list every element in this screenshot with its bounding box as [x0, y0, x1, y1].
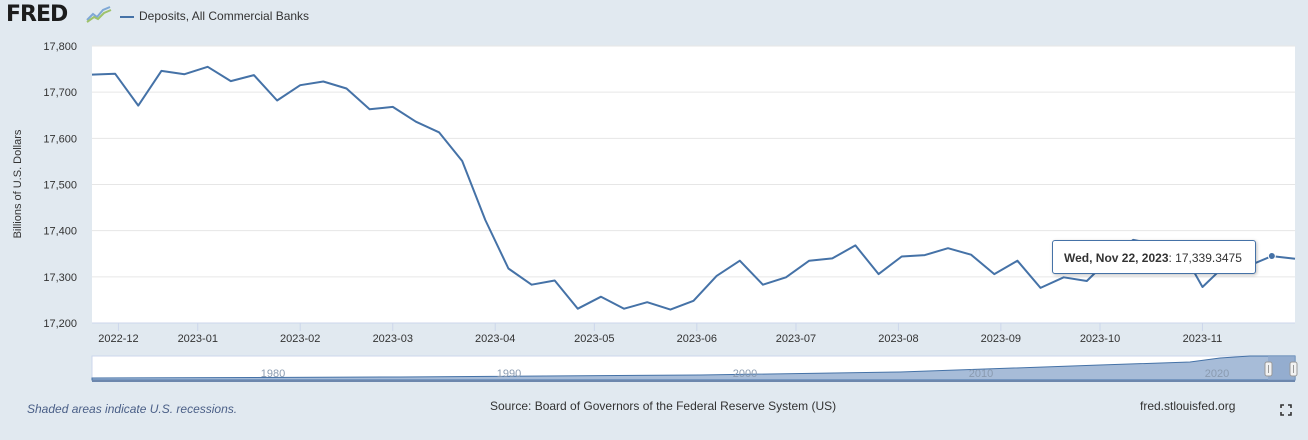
recession-note: Shaded areas indicate U.S. recessions. [27, 402, 238, 416]
legend-swatch [120, 16, 134, 18]
data-point[interactable] [760, 282, 766, 288]
tooltip: Wed, Nov 22, 2023: 17,339.3475 [1052, 240, 1256, 274]
data-point[interactable] [459, 158, 465, 164]
data-point[interactable] [829, 255, 835, 261]
data-point[interactable] [135, 103, 141, 109]
data-point[interactable] [89, 72, 95, 78]
data-point[interactable] [274, 97, 280, 103]
data-point[interactable] [320, 79, 326, 85]
data-point[interactable] [112, 71, 118, 77]
data-point[interactable] [644, 299, 650, 305]
data-point[interactable] [1199, 284, 1205, 290]
x-tick-label: 2023-04 [475, 333, 515, 345]
data-point[interactable] [158, 68, 164, 74]
x-tick-label: 2023-02 [280, 333, 320, 345]
y-tick-label: 17,500 [43, 180, 77, 192]
gridlines [92, 45, 1295, 278]
navigator-year-label: 2010 [969, 368, 993, 380]
y-axis-ticks: 17,200 17,300 17,400 17,500 17,600 17,700 17,8… [43, 41, 77, 330]
data-point[interactable] [482, 217, 488, 223]
data-point[interactable] [251, 72, 257, 78]
hover-marker [1267, 252, 1276, 261]
data-point[interactable] [413, 119, 419, 125]
data-point[interactable] [714, 273, 720, 279]
data-point[interactable] [852, 242, 858, 248]
data-point[interactable] [205, 64, 211, 70]
fullscreen-icon[interactable] [1280, 404, 1292, 416]
navigator-year-label: 2020 [1205, 368, 1229, 380]
y-tick-label: 17,300 [43, 272, 77, 284]
data-point[interactable] [737, 258, 743, 264]
data-point[interactable] [783, 274, 789, 280]
data-point[interactable] [945, 245, 951, 251]
data-point[interactable] [1061, 274, 1067, 280]
x-tick-label: 2023-03 [373, 333, 413, 345]
y-tick-label: 17,400 [43, 226, 77, 238]
x-axis-ticks: 2022-12 2023-01 2023-02 2023-03 2023-04 2023-… [98, 323, 1222, 345]
data-point[interactable] [991, 271, 997, 277]
navigator-year-labels: 1980 1990 2000 2010 2020 [261, 368, 1229, 380]
x-tick-label: 2023-06 [677, 333, 717, 345]
data-point[interactable] [621, 306, 627, 312]
x-tick-label: 2023-09 [981, 333, 1021, 345]
data-point[interactable] [182, 71, 188, 77]
data-point[interactable] [505, 266, 511, 272]
site-link[interactable]: fred.stlouisfed.org [1140, 399, 1236, 413]
x-tick-label: 2023-11 [1183, 333, 1223, 345]
data-point[interactable] [367, 106, 373, 112]
y-tick-label: 17,200 [43, 318, 77, 330]
data-point[interactable] [436, 129, 442, 135]
legend-series-name: Deposits, All Commercial Banks [139, 9, 310, 23]
tooltip-value: 17,339.3475 [1175, 251, 1242, 265]
y-axis-label: Billions of U.S. Dollars [12, 129, 24, 238]
y-tick-label: 17,700 [43, 87, 77, 99]
source-note: Source: Board of Governors of the Federa… [490, 399, 837, 413]
data-point[interactable] [1038, 285, 1044, 291]
tooltip-date: Wed, Nov 22, 2023 [1064, 251, 1169, 265]
x-tick-label: 2023-08 [878, 333, 918, 345]
data-point[interactable] [922, 252, 928, 258]
data-point[interactable] [529, 282, 535, 288]
tooltip-separator: : [1168, 251, 1176, 265]
x-tick-label: 2022-12 [98, 333, 138, 345]
x-tick-label: 2023-10 [1080, 333, 1120, 345]
navigator[interactable]: 1980 1990 2000 2010 2020 [91, 355, 1298, 382]
data-point[interactable] [297, 82, 303, 88]
data-point[interactable] [598, 294, 604, 300]
data-point[interactable] [1084, 278, 1090, 284]
y-tick-label: 17,600 [43, 133, 77, 145]
x-tick-label: 2023-01 [178, 333, 218, 345]
x-tick-label: 2023-07 [776, 333, 816, 345]
y-tick-label: 17,800 [43, 41, 77, 53]
data-point[interactable] [390, 104, 396, 110]
data-point[interactable] [899, 254, 905, 260]
x-tick-label: 2023-05 [574, 333, 614, 345]
data-point[interactable] [968, 252, 974, 258]
data-point[interactable] [806, 258, 812, 264]
chart-header: FRED Deposits, All Commercial Banks [0, 0, 1308, 34]
data-point[interactable] [575, 306, 581, 312]
navigator-year-label: 1980 [261, 368, 285, 380]
data-point[interactable] [552, 278, 558, 284]
data-point[interactable] [1014, 258, 1020, 264]
data-point[interactable] [691, 298, 697, 304]
data-point[interactable] [876, 271, 882, 277]
navigator-year-label: 2000 [733, 368, 757, 380]
navigator-year-label: 1990 [497, 368, 521, 380]
fred-graph-icon [86, 5, 112, 23]
data-point[interactable] [667, 307, 673, 313]
fred-logo[interactable]: FRED [6, 2, 68, 27]
data-point[interactable] [1292, 256, 1298, 262]
data-point[interactable] [343, 85, 349, 91]
data-point[interactable] [228, 78, 234, 84]
